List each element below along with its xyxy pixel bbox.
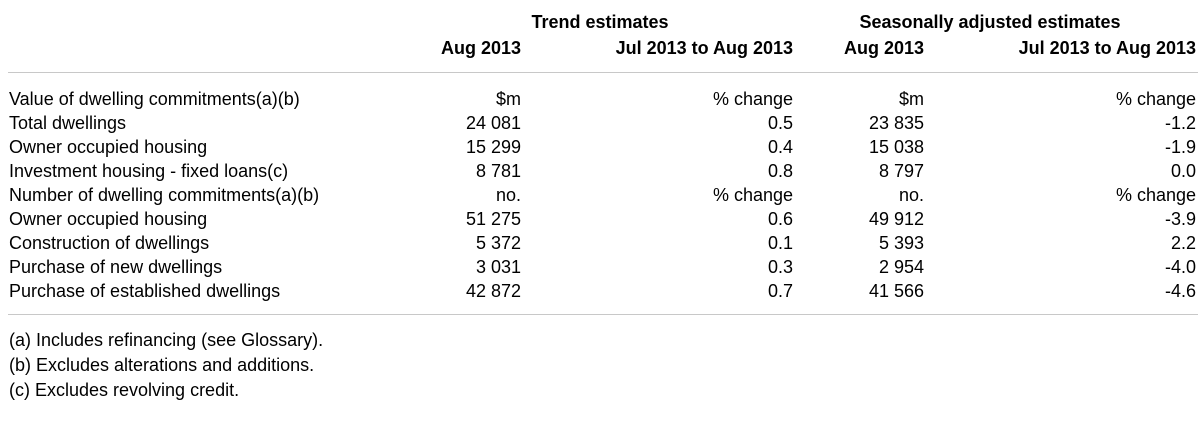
table-row: Purchase of established dwellings 42 872…	[0, 281, 1203, 305]
row-label: Total dwellings	[9, 113, 127, 133]
table-row: Investment housing - fixed loans(c) 8 78…	[0, 161, 1203, 185]
table-row: Construction of dwellings 5 372 0.1 5 39…	[0, 233, 1203, 257]
cell-trend-month: 5 372	[475, 233, 521, 253]
table-row: Value of dwelling commitments(a)(b) $m %…	[0, 89, 1203, 113]
cell-trend-change: 0.3	[767, 257, 793, 277]
footer-divider	[8, 314, 1198, 315]
footnote-a: (a) Includes refinancing (see Glossary).	[9, 330, 324, 350]
table-row: Number of dwelling commitments(a)(b) no.…	[0, 185, 1203, 209]
cell-seasonal-change: 2.2	[1170, 233, 1196, 253]
cell-seasonal-change: -4.6	[1164, 281, 1196, 301]
cell-seasonal-change: 0.0	[1170, 161, 1196, 181]
table-row: Owner occupied housing 51 275 0.6 49 912…	[0, 209, 1203, 233]
cell-trend-month: 51 275	[465, 209, 521, 229]
row-label: Owner occupied housing	[9, 137, 208, 157]
row-label: Construction of dwellings	[9, 233, 210, 253]
cell-seasonal-month: 5 393	[878, 233, 924, 253]
cell-trend-month: 8 781	[475, 161, 521, 181]
cell-trend-change: 0.6	[767, 209, 793, 229]
cell-trend-change: 0.4	[767, 137, 793, 157]
row-label: Purchase of new dwellings	[9, 257, 223, 277]
group-header-trend: Trend estimates	[531, 12, 669, 32]
table-row: Total dwellings 24 081 0.5 23 835 -1.2	[0, 113, 1203, 137]
cell-seasonal-month: 41 566	[868, 281, 924, 301]
row-label: Value of dwelling commitments(a)(b)	[9, 89, 300, 109]
column-header-trend-change: Jul 2013 to Aug 2013	[615, 38, 793, 58]
column-header-trend-month: Aug 2013	[440, 38, 521, 58]
cell-seasonal-change: % change	[1115, 185, 1196, 205]
cell-seasonal-month: 49 912	[868, 209, 924, 229]
cell-trend-month: 42 872	[465, 281, 521, 301]
cell-seasonal-month: no.	[898, 185, 924, 205]
footnote-c: (c) Excludes revolving credit.	[9, 380, 240, 400]
cell-trend-month: $m	[495, 89, 521, 109]
group-header-seasonal: Seasonally adjusted estimates	[859, 12, 1121, 32]
table-row: Purchase of new dwellings 3 031 0.3 2 95…	[0, 257, 1203, 281]
footnote-b: (b) Excludes alterations and additions.	[9, 355, 315, 375]
cell-trend-change: 0.8	[767, 161, 793, 181]
cell-seasonal-month: 2 954	[878, 257, 924, 277]
cell-seasonal-change: % change	[1115, 89, 1196, 109]
row-label: Investment housing - fixed loans(c)	[9, 161, 289, 181]
cell-trend-month: no.	[495, 185, 521, 205]
cell-seasonal-change: -1.2	[1164, 113, 1196, 133]
row-label: Owner occupied housing	[9, 209, 208, 229]
cell-trend-change: 0.5	[767, 113, 793, 133]
cell-trend-change: 0.7	[767, 281, 793, 301]
cell-seasonal-change: -3.9	[1164, 209, 1196, 229]
cell-seasonal-month: 15 038	[868, 137, 924, 157]
row-label: Number of dwelling commitments(a)(b)	[9, 185, 320, 205]
table-row: Owner occupied housing 15 299 0.4 15 038…	[0, 137, 1203, 161]
column-header-seasonal-month: Aug 2013	[843, 38, 924, 58]
row-label: Purchase of established dwellings	[9, 281, 281, 301]
cell-trend-month: 15 299	[465, 137, 521, 157]
cell-seasonal-change: -4.0	[1164, 257, 1196, 277]
cell-seasonal-month: $m	[898, 89, 924, 109]
cell-trend-change: 0.1	[767, 233, 793, 253]
cell-trend-change: % change	[712, 185, 793, 205]
cell-trend-month: 3 031	[475, 257, 521, 277]
cell-seasonal-change: -1.9	[1164, 137, 1196, 157]
column-header-seasonal-change: Jul 2013 to Aug 2013	[1018, 38, 1196, 58]
cell-trend-month: 24 081	[465, 113, 521, 133]
cell-trend-change: % change	[712, 89, 793, 109]
cell-seasonal-month: 8 797	[878, 161, 924, 181]
cell-seasonal-month: 23 835	[868, 113, 924, 133]
header-divider	[8, 72, 1198, 73]
